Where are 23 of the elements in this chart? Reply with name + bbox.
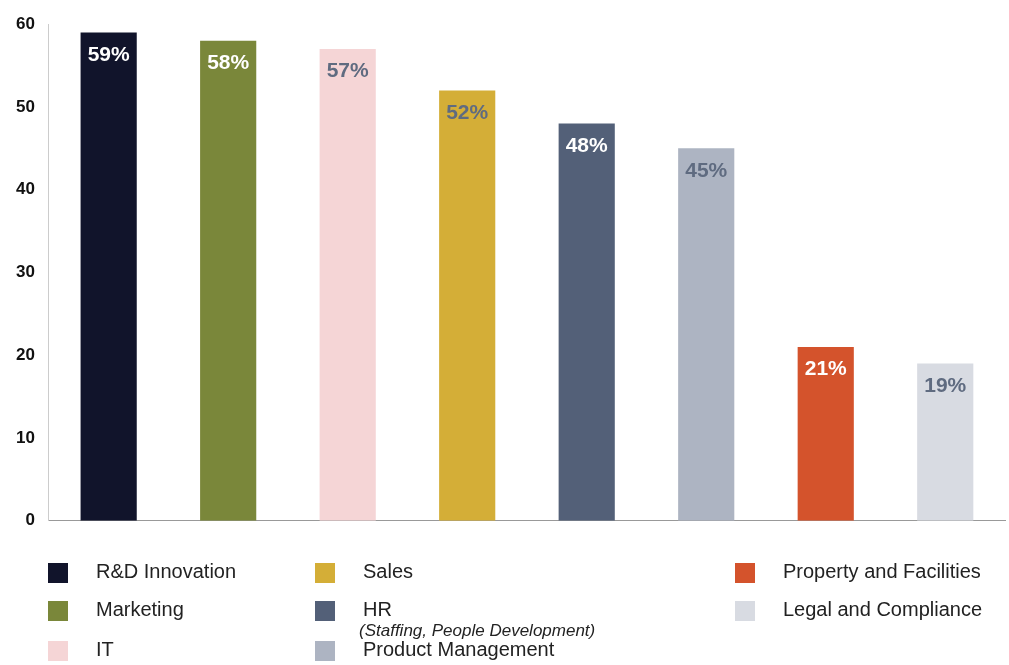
y-tick-label: 10 xyxy=(15,427,35,447)
legend-label: Marketing xyxy=(96,598,184,620)
legend-label: R&D Innovation xyxy=(96,560,237,582)
legend-label: IT xyxy=(96,638,114,660)
data-label: 19% xyxy=(924,372,967,396)
legend-label: Legal and Compliance xyxy=(783,598,983,620)
data-label: 52% xyxy=(446,99,489,123)
y-tick-label: 40 xyxy=(15,179,35,199)
legend-label: Property and Facilities xyxy=(783,560,981,582)
data-label: 58% xyxy=(207,50,250,74)
y-tick-label: 60 xyxy=(15,13,35,33)
y-tick-label: 20 xyxy=(15,344,35,364)
data-label: 45% xyxy=(685,157,728,181)
legend-label: Sales xyxy=(363,560,414,582)
legend-label: HR (Staffing, People Development) xyxy=(359,598,596,641)
y-tick-label: 0 xyxy=(25,510,35,530)
y-tick-label: 50 xyxy=(15,96,35,116)
legend-label: Product Management xyxy=(363,638,555,660)
data-label: 59% xyxy=(87,41,131,65)
data-label: 21% xyxy=(804,356,848,380)
data-label: 57% xyxy=(326,58,370,82)
y-tick-label: 30 xyxy=(15,262,35,282)
data-label: 48% xyxy=(565,132,609,156)
